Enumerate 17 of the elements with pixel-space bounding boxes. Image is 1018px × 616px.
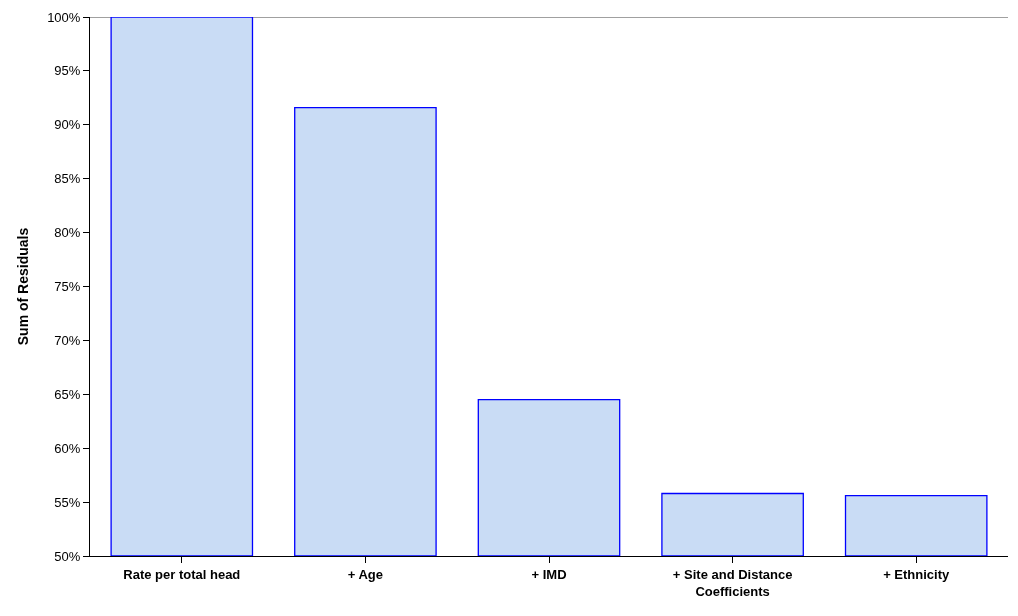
y-tick-label: 55% xyxy=(54,494,81,510)
y-tick-label: 90% xyxy=(54,117,81,133)
y-tick-label: 85% xyxy=(54,171,81,187)
y-axis-title: Sum of Residuals xyxy=(14,227,31,346)
x-tick-label: Rate per total head xyxy=(123,566,241,582)
x-tick-label: + Age xyxy=(347,566,384,582)
x-tick-label: + IMD xyxy=(531,566,567,582)
y-tick-label: 75% xyxy=(54,279,81,295)
x-tick-label: + Site and Distance Coefficients xyxy=(672,566,793,599)
y-tick-label: 100% xyxy=(47,9,81,25)
y-tick-label: 95% xyxy=(54,63,81,79)
x-tick-label: + Ethnicity xyxy=(883,566,951,582)
y-tick-label: 70% xyxy=(54,332,81,348)
y-tick-label: 60% xyxy=(54,440,81,456)
y-tick-label: 50% xyxy=(54,548,81,564)
y-tick-label: 65% xyxy=(54,386,81,402)
y-tick-label: 80% xyxy=(54,225,81,241)
